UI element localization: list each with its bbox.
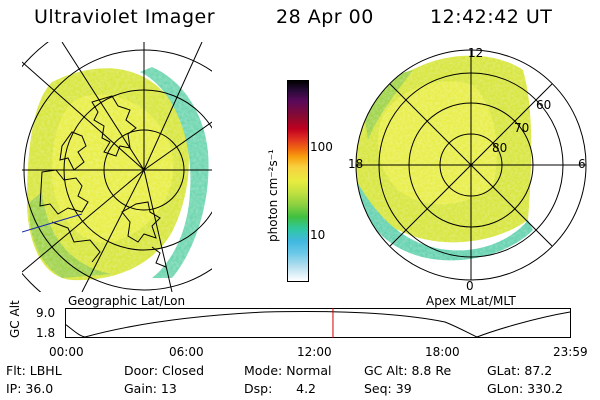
time-tick-0600: 06:00 bbox=[169, 345, 204, 359]
mlt-label-0: 0 bbox=[466, 279, 474, 293]
time-tick-1200: 12:00 bbox=[297, 345, 332, 359]
right-panel-caption: Apex MLat/MLT bbox=[426, 294, 516, 308]
mlt-label-6: 6 bbox=[578, 157, 586, 171]
footer-seq: Seq: 39 bbox=[364, 381, 412, 396]
mlat-label-60: 60 bbox=[536, 98, 552, 112]
time-tick-2359: 23:59 bbox=[553, 345, 588, 359]
footer-door: Door: Closed bbox=[124, 363, 205, 378]
mlat-label-80: 80 bbox=[492, 141, 508, 155]
time-tick-0000: 00:00 bbox=[49, 345, 84, 359]
mlt-label-12: 12 bbox=[468, 46, 484, 60]
magnetic-polar-plot bbox=[355, 49, 587, 281]
footer-glat: GLat: 87.2 bbox=[487, 363, 553, 378]
altitude-ytick-min: 1.8 bbox=[36, 326, 56, 340]
time-label: 12:42:42 UT bbox=[430, 6, 553, 28]
instrument-title: Ultraviolet Imager bbox=[34, 6, 216, 28]
time-tick-1800: 18:00 bbox=[425, 345, 460, 359]
geographic-map bbox=[22, 42, 212, 292]
colorbar bbox=[287, 80, 309, 282]
mlat-label-70: 70 bbox=[514, 121, 530, 135]
altitude-curve bbox=[65, 311, 571, 338]
colorbar-tick-100: 100 bbox=[310, 140, 333, 154]
left-panel-caption: Geographic Lat/Lon bbox=[68, 294, 186, 308]
footer-filter: Flt: LBHL bbox=[6, 363, 62, 378]
colorbar-tick-10: 10 bbox=[310, 228, 326, 242]
footer-mode: Mode: Normal bbox=[244, 363, 332, 378]
mlt-label-18: 18 bbox=[348, 157, 364, 171]
altitude-ytick-max: 9.0 bbox=[36, 306, 56, 320]
footer-dsp: Dsp: 4.2 bbox=[244, 381, 317, 396]
footer-gc-alt: GC Alt: 8.8 Re bbox=[364, 363, 452, 378]
footer-gain: Gain: 13 bbox=[124, 381, 177, 396]
colorbar-unit-label: photon cm⁻²s⁻¹ bbox=[266, 149, 280, 242]
altitude-strip-plot bbox=[65, 308, 571, 338]
footer-ip: IP: 36.0 bbox=[6, 381, 54, 396]
date-label: 28 Apr 00 bbox=[276, 6, 374, 28]
altitude-ylabel: GC Alt bbox=[8, 300, 22, 338]
footer-glon: GLon: 330.2 bbox=[487, 381, 563, 396]
